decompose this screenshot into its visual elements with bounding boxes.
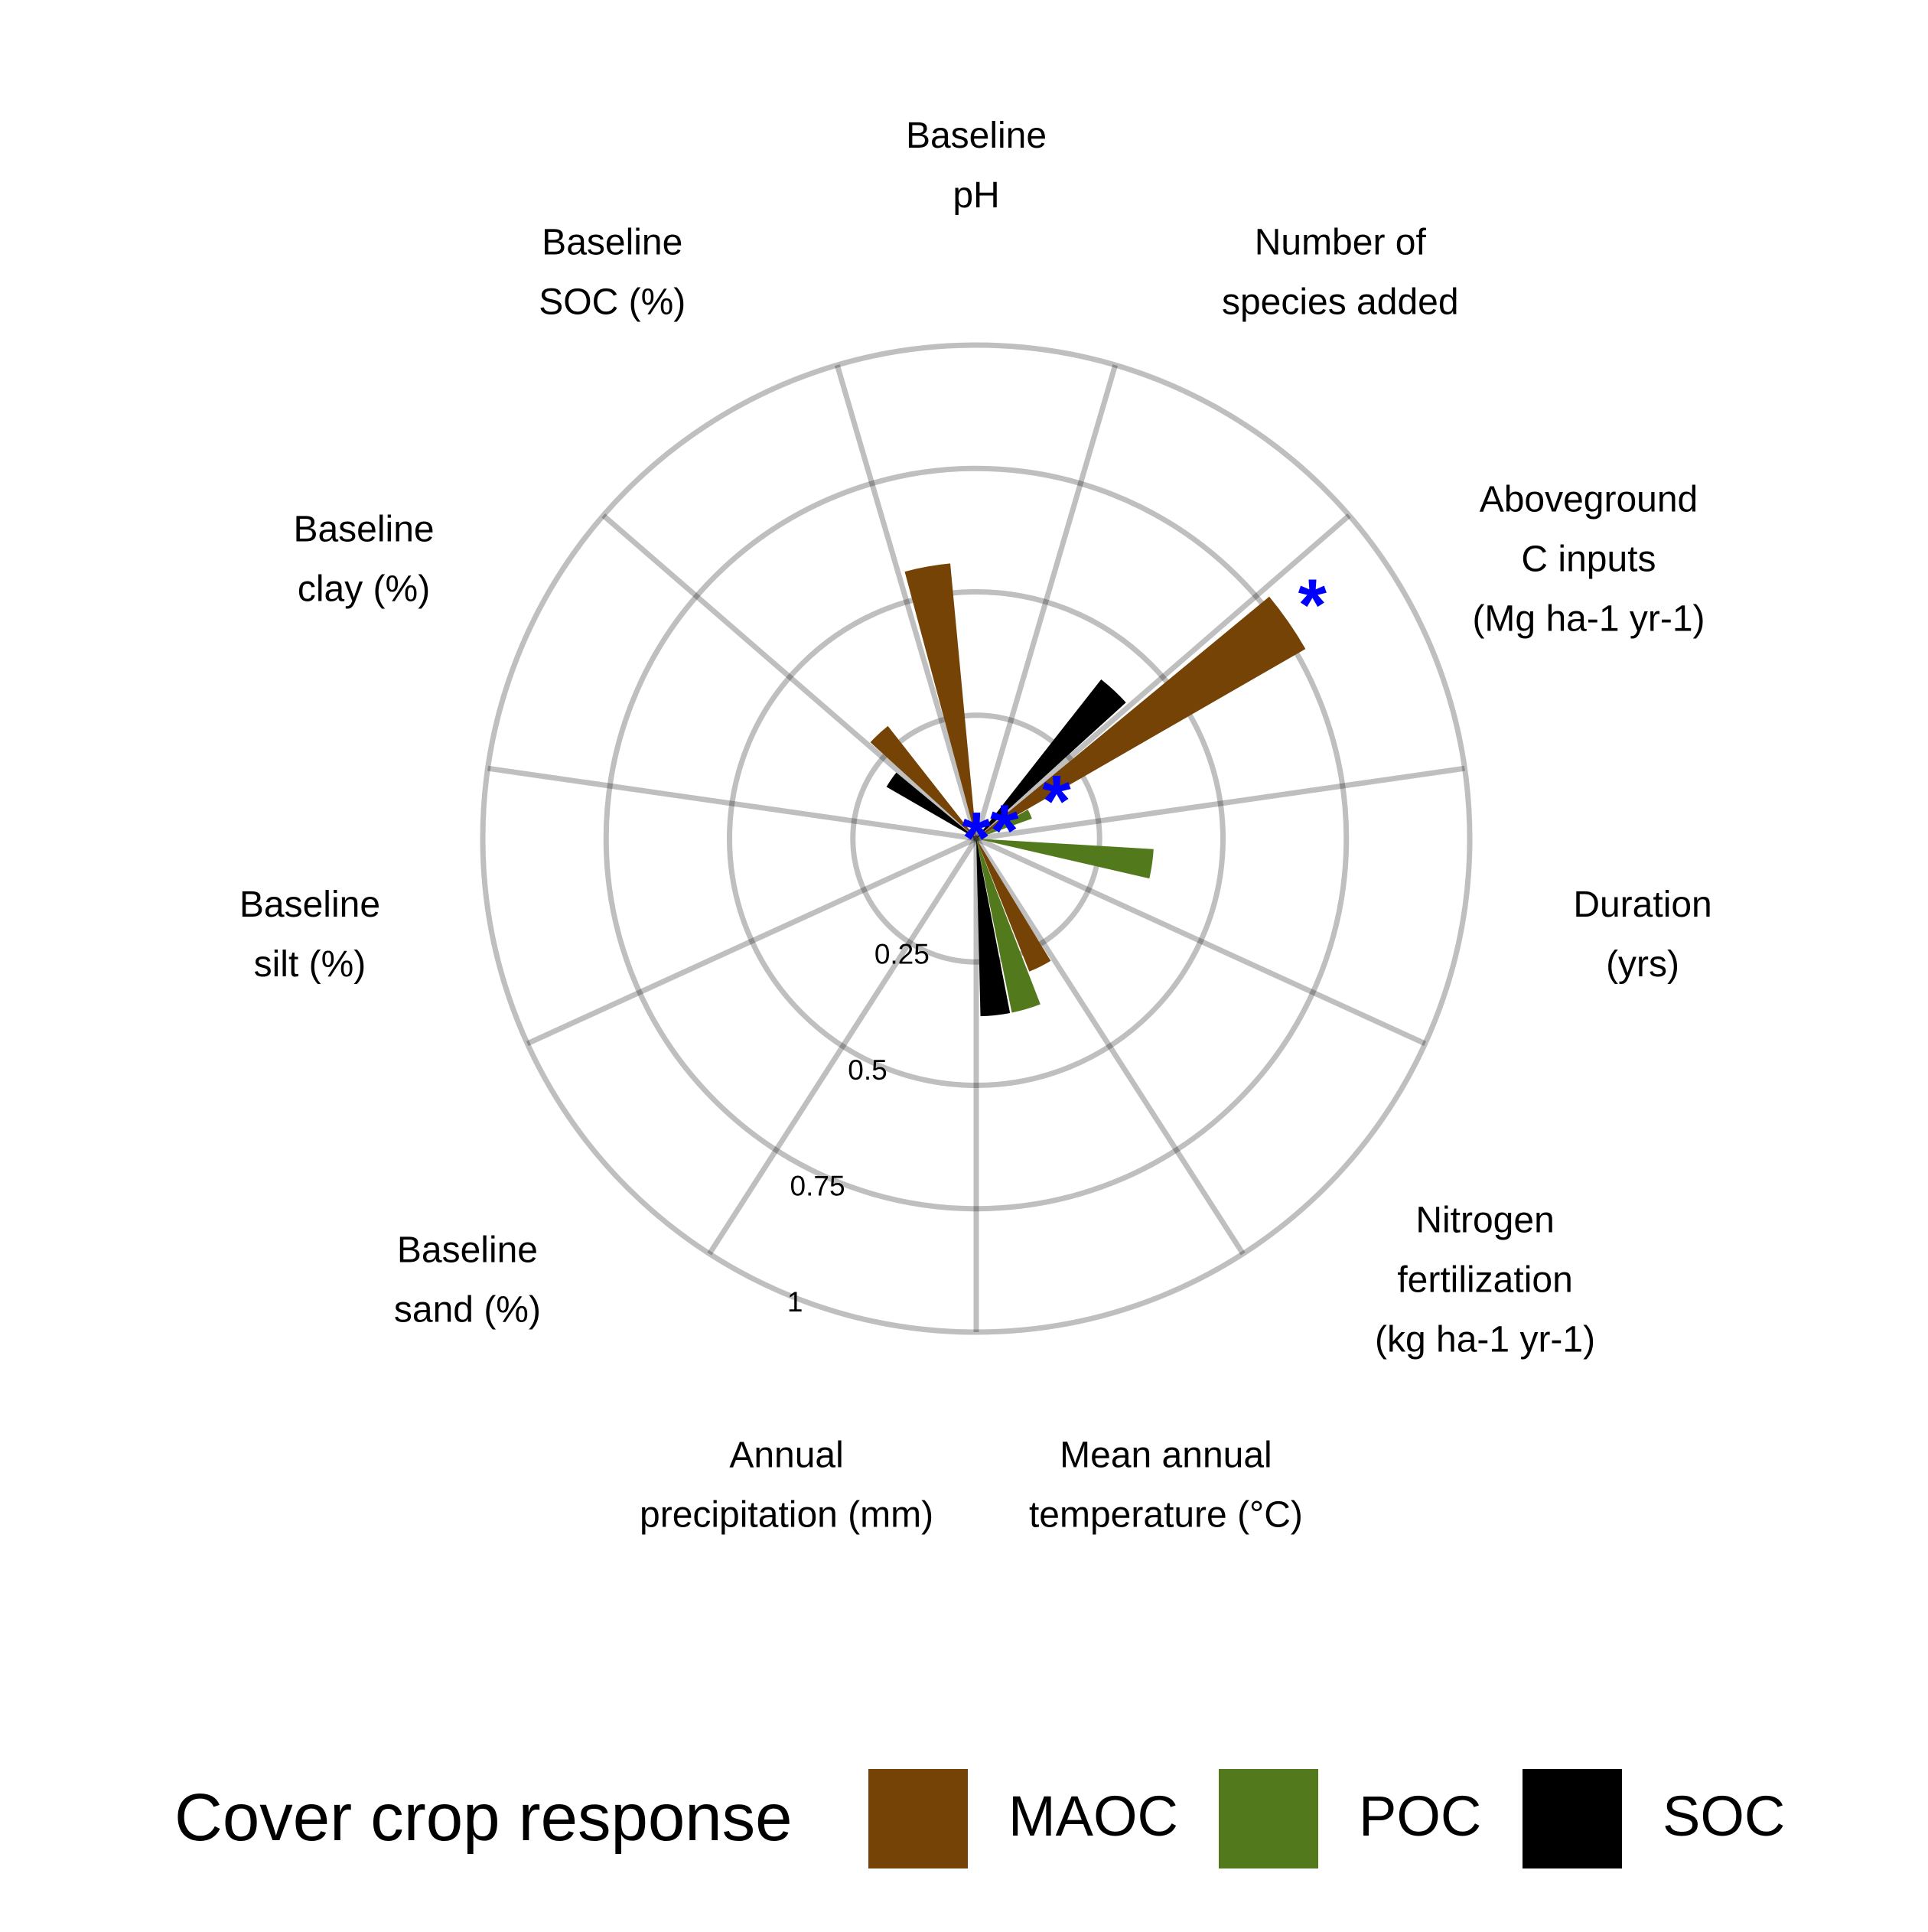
category-label-line: pH [953, 175, 999, 216]
category-label-line: clay (%) [298, 569, 430, 609]
bar-duration-poc [976, 839, 1154, 879]
category-label-line: Aboveground [1480, 479, 1698, 520]
grid-circle-2 [603, 465, 1350, 1212]
significance-star-1: * [1298, 564, 1327, 646]
bar-soc-maoc [870, 725, 976, 839]
category-label-ph: Baseline pH [906, 116, 1047, 216]
radial-tick-label: 0.75 [790, 1171, 845, 1202]
category-label-line: Number of [1255, 223, 1427, 263]
category-label-line: species added [1222, 282, 1459, 323]
category-label-line: fertilization [1397, 1259, 1572, 1300]
bar-mat-poc [976, 839, 1041, 1013]
category-label-soc: Baseline SOC (%) [539, 223, 686, 323]
grid-layer [480, 342, 1473, 1335]
legend-label-poc: POC [1359, 1784, 1481, 1848]
grid-spoke-9 [601, 513, 979, 841]
category-label-clay: Baseline clay (%) [293, 509, 434, 609]
category-label-line: Baseline [397, 1230, 538, 1270]
legend-title: Cover crop response [174, 1781, 793, 1855]
significance-star-2: * [1042, 761, 1071, 842]
legend-swatch-soc [1523, 1769, 1622, 1868]
category-label-aboveground: Aboveground C inputs (Mg ha-1 yr-1) [1472, 479, 1705, 639]
category-label-line: Baseline [542, 223, 682, 263]
grid-circle-1 [727, 589, 1226, 1088]
category-label-silt: Baseline silt (%) [239, 885, 380, 985]
category-label-line: (Mg ha-1 yr-1) [1472, 598, 1705, 639]
category-label-line: SOC (%) [539, 282, 686, 323]
category-label-nitrogen: Nitrogen fertilization (kg ha-1 yr-1) [1375, 1200, 1595, 1360]
bar-clay-soc [886, 772, 976, 839]
category-label-line: C inputs [1521, 539, 1656, 579]
category-label-map: Annual precipitation (mm) [640, 1435, 933, 1535]
legend: Cover crop response MAOC POC SOC [174, 1769, 1785, 1868]
bar-mat-soc [976, 839, 1011, 1017]
grid-spoke-6 [707, 837, 979, 1256]
category-label-line: silt (%) [254, 944, 366, 985]
bar-mat-maoc [976, 839, 1051, 972]
category-label-duration: Duration (yrs) [1573, 885, 1711, 985]
grid-spoke-0 [973, 364, 1119, 839]
tick-label-layer: 0.25 0.5 0.75 1 [787, 939, 930, 1318]
grid-spoke-7 [526, 836, 978, 1047]
bar-ph-maoc [904, 563, 976, 839]
significance-star-3: * [962, 797, 991, 879]
legend-swatch-poc [1219, 1769, 1318, 1868]
category-label-line: (kg ha-1 yr-1) [1375, 1319, 1595, 1360]
significance-layer: **** [962, 564, 1327, 879]
category-label-line: Baseline [293, 509, 434, 549]
grid-spoke-10 [834, 364, 979, 839]
category-label-line: Duration [1573, 885, 1711, 925]
grid-spoke-8 [487, 765, 977, 842]
category-label-species: Number of species added [1222, 223, 1459, 323]
bar-aboveground-maoc [976, 596, 1306, 839]
category-label-line: sand (%) [394, 1289, 541, 1330]
grid-spoke-2 [975, 765, 1465, 842]
legend-label-soc: SOC [1663, 1784, 1785, 1848]
category-label-sand: Baseline sand (%) [394, 1230, 541, 1330]
radial-tick-label: 0.5 [848, 1054, 887, 1086]
category-label-line: Nitrogen [1415, 1200, 1554, 1240]
category-label-line: Mean annual [1060, 1435, 1272, 1475]
legend-label-maoc: MAOC [1008, 1784, 1178, 1848]
category-label-line: (yrs) [1606, 944, 1679, 985]
category-label-line: Baseline [906, 116, 1047, 156]
legend-swatch-maoc [868, 1769, 968, 1868]
significance-star-0: * [990, 790, 1019, 872]
bar-layer [870, 563, 1306, 1017]
radial-tick-label: 0.25 [874, 939, 930, 970]
category-label-mat: Mean annual temperature (°C) [1029, 1435, 1303, 1535]
grid-circle-0 [850, 712, 1102, 965]
grid-spoke-1 [974, 513, 1351, 841]
category-label-line: precipitation (mm) [640, 1494, 933, 1535]
bar-aboveground-poc [976, 810, 1032, 839]
radial-tick-label: 1 [787, 1286, 803, 1318]
grid-circle-3 [480, 342, 1473, 1335]
category-label-layer: Baseline pH Number of species added Abovegro… [239, 116, 1712, 1535]
category-label-line: Annual [729, 1435, 843, 1475]
bar-species-soc [976, 679, 1126, 839]
grid-spoke-4 [974, 837, 1246, 1256]
category-label-line: temperature (°C) [1029, 1494, 1303, 1535]
grid-spoke-3 [975, 836, 1427, 1047]
category-label-line: Baseline [239, 885, 380, 925]
